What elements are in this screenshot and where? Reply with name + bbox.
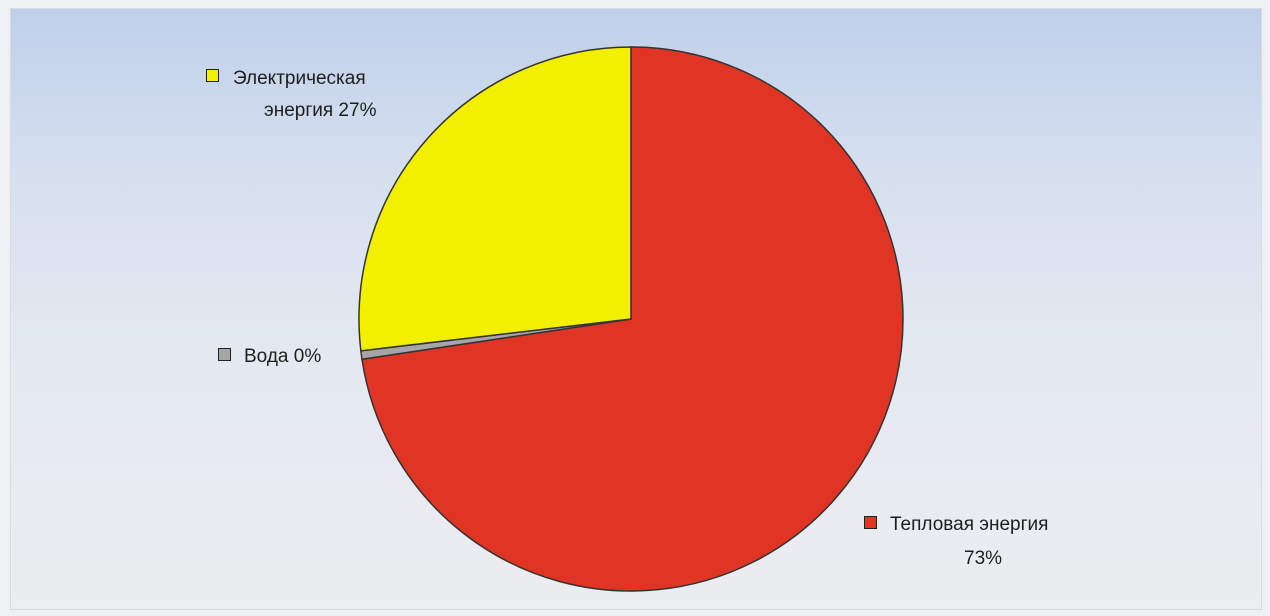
legend-swatch-heat xyxy=(864,516,877,529)
label-electric-line1: Электрическая xyxy=(233,68,366,89)
label-heat-line2: 73% xyxy=(964,548,1003,569)
label-heat-line1: Тепловая энергия xyxy=(890,514,1049,535)
label-water: Вода 0% xyxy=(244,346,322,367)
pie-slice-2 xyxy=(358,46,632,352)
label-electric-line2: энергия 27% xyxy=(264,100,377,121)
legend-swatch-water xyxy=(218,348,231,361)
pie-chart xyxy=(358,46,904,592)
chart-area: Электрическая энергия 27% Вода 0% Теплов… xyxy=(10,8,1262,610)
legend-swatch-electric xyxy=(206,69,219,82)
pie-slice-0 xyxy=(361,46,904,592)
